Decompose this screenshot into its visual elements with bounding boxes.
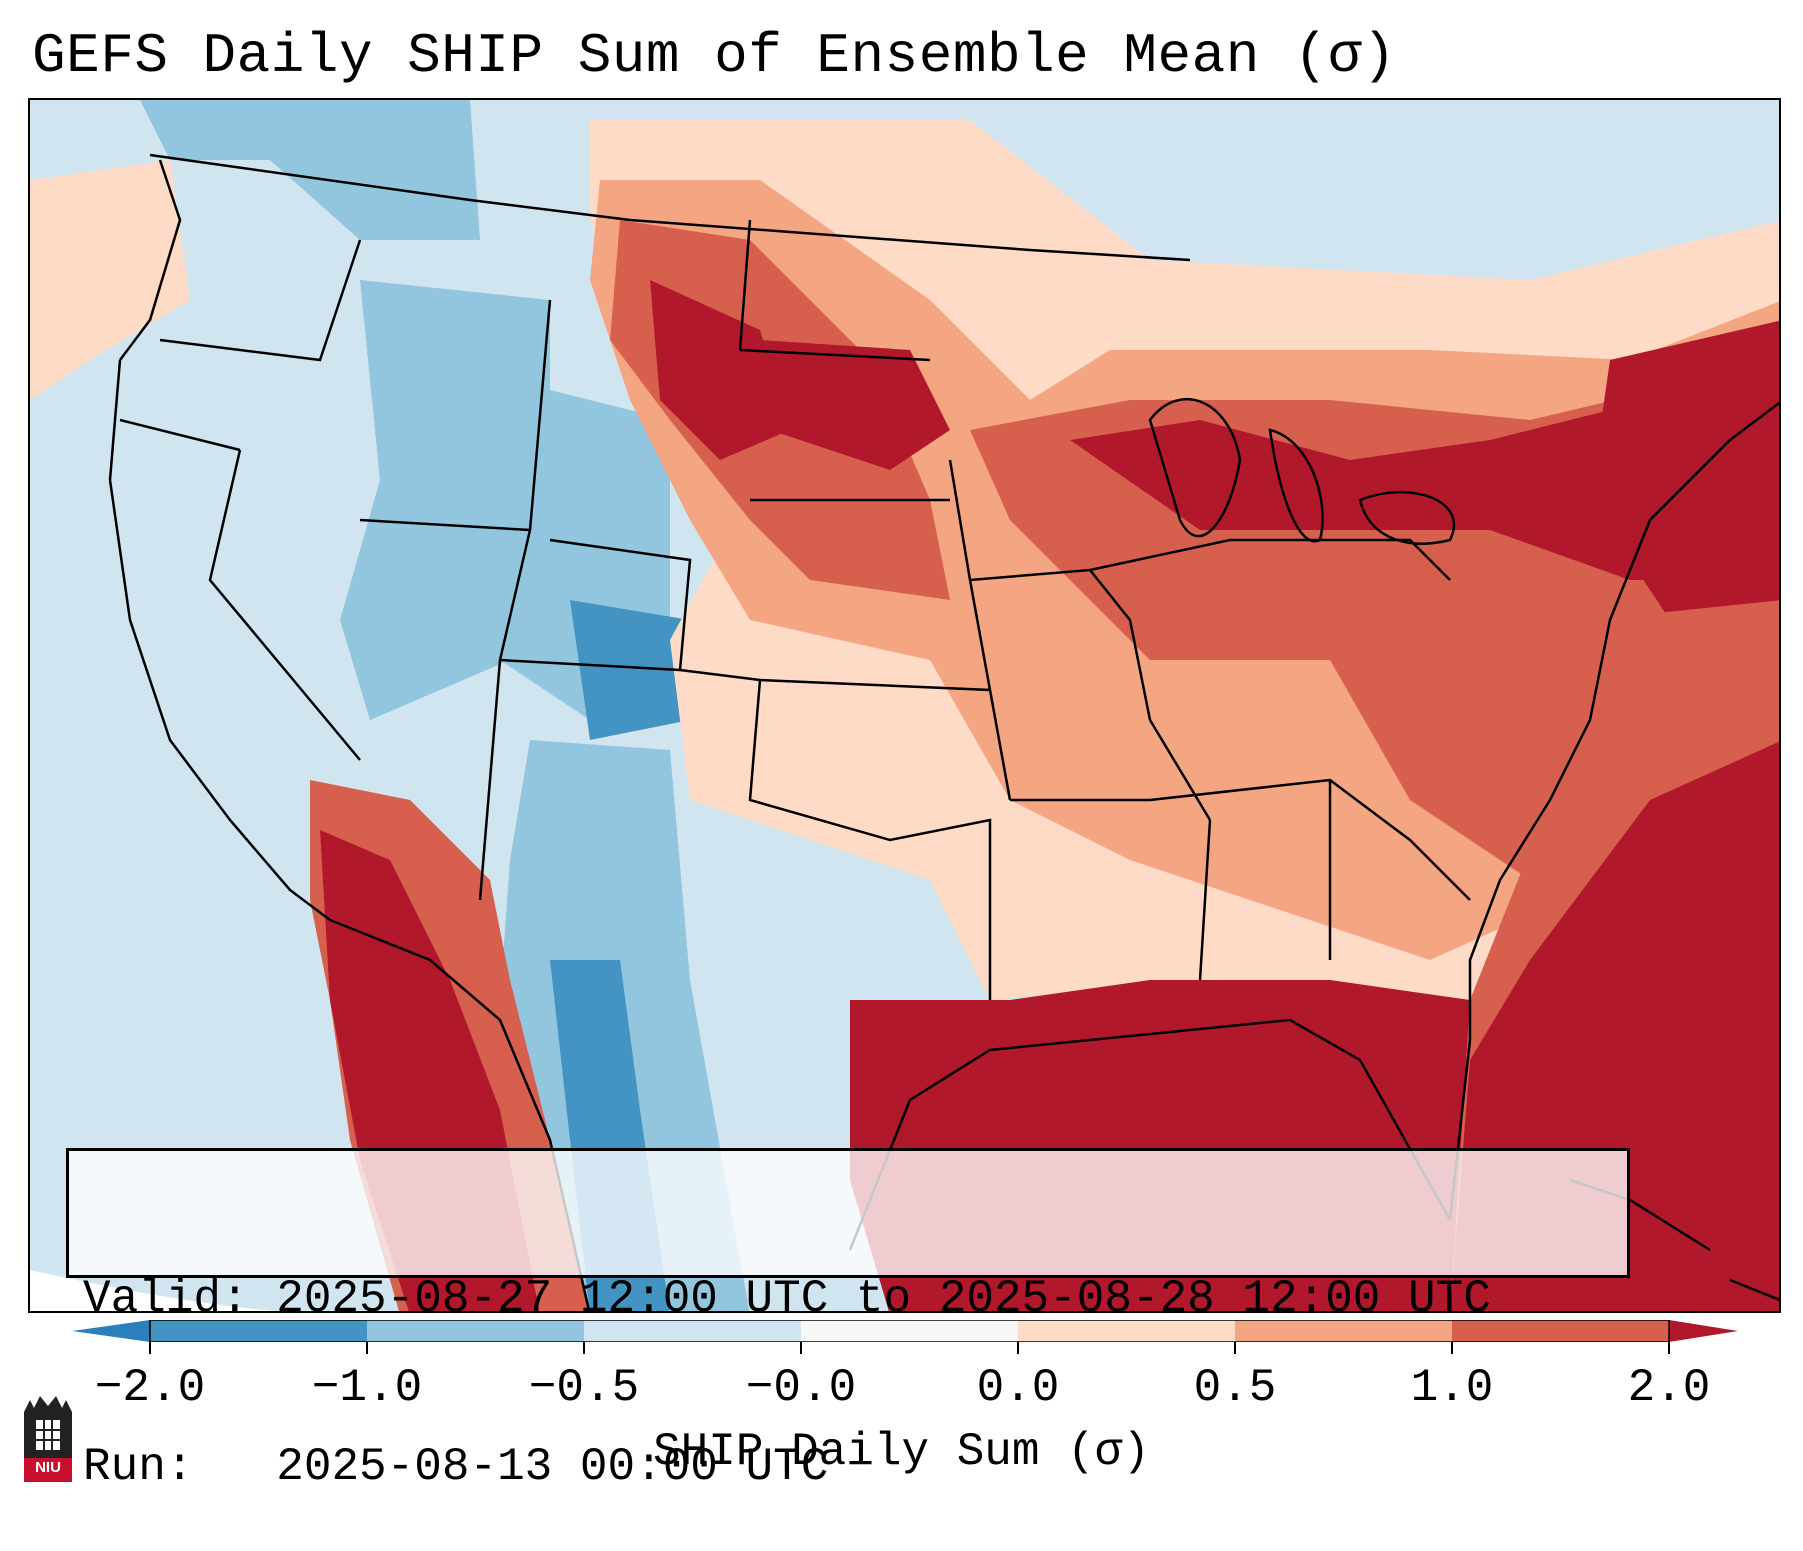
region-new-england-extreme-positive	[1590, 320, 1779, 620]
colorbar-extend-low	[72, 1320, 150, 1342]
anomaly-map	[30, 100, 1779, 1311]
map-panel	[28, 98, 1781, 1313]
colorbar-tick	[1234, 1342, 1236, 1354]
colorbar-tick-label: −2.0	[94, 1362, 206, 1414]
colorbar-tick-label: −1.0	[311, 1362, 423, 1414]
run-time-text: Run: 2025-08-13 00:00 UTC	[83, 1441, 829, 1493]
colorbar-extend-high	[1669, 1320, 1738, 1342]
colorbar-segment-3	[584, 1320, 801, 1342]
colorbar-tick-label: 0.5	[1193, 1362, 1277, 1414]
region-dakotas-extreme-positive	[760, 340, 950, 470]
colorbar-outline	[149, 1320, 1670, 1342]
colorbar-tick-label: 0.0	[976, 1362, 1060, 1414]
region-great-lakes-extreme-positive	[1070, 361, 1779, 580]
colorbar-segment-7	[1452, 1320, 1669, 1342]
colorbar-tick-label: −0.5	[528, 1362, 640, 1414]
state-borders	[119, 219, 1471, 1000]
map-projection-edge	[30, 1270, 277, 1311]
region-montana-extreme-positive	[650, 280, 790, 460]
colorbar-segment-1	[150, 1320, 367, 1342]
colorbar-tick	[1017, 1342, 1019, 1354]
valid-time-text: Valid: 2025-08-27 12:00 UTC to 2025-08-2…	[83, 1273, 1491, 1325]
colorbar-segment-2	[367, 1320, 584, 1342]
valid-run-info-box: Valid: 2025-08-27 12:00 UTC to 2025-08-2…	[66, 1148, 1630, 1493]
colorbar-tick	[366, 1342, 368, 1354]
niu-logo-text: NIU	[35, 1459, 61, 1476]
pacific-coastline	[108, 159, 331, 921]
canada-us-border	[149, 153, 1191, 262]
colorbar-tick	[800, 1342, 802, 1354]
colorbar-tick-label: −0.0	[745, 1362, 857, 1414]
region-pacific-weak-positive	[30, 160, 190, 400]
great-lakes	[1148, 398, 1456, 545]
colorbar-segment-5	[1018, 1320, 1235, 1342]
chart-title: GEFS Daily SHIP Sum of Ensemble Mean (σ)	[32, 24, 1397, 88]
colorbar-title: SHIP Daily Sum (σ)	[653, 1426, 1150, 1478]
colorbar	[72, 1320, 1738, 1342]
colorbar-tick-label: 1.0	[1410, 1362, 1494, 1414]
colorbar-tick	[583, 1342, 585, 1354]
boundaries	[108, 153, 1779, 1311]
colorbar-tick-label: 2.0	[1627, 1362, 1711, 1414]
region-pacific-nw-negative	[140, 100, 480, 240]
atlantic-coastline	[1448, 401, 1779, 1221]
gulf-coastline	[848, 1018, 1452, 1251]
colorbar-segment-6	[1235, 1320, 1452, 1342]
region-great-basin-negative	[340, 280, 550, 720]
colorbar-tick	[149, 1342, 151, 1354]
colorbar-segment-4	[801, 1320, 1018, 1342]
region-colorado-negative-core	[570, 600, 690, 740]
colorbar-tick	[1451, 1342, 1453, 1354]
niu-logo-icon	[24, 1396, 72, 1482]
colorbar-tick	[1668, 1342, 1670, 1354]
